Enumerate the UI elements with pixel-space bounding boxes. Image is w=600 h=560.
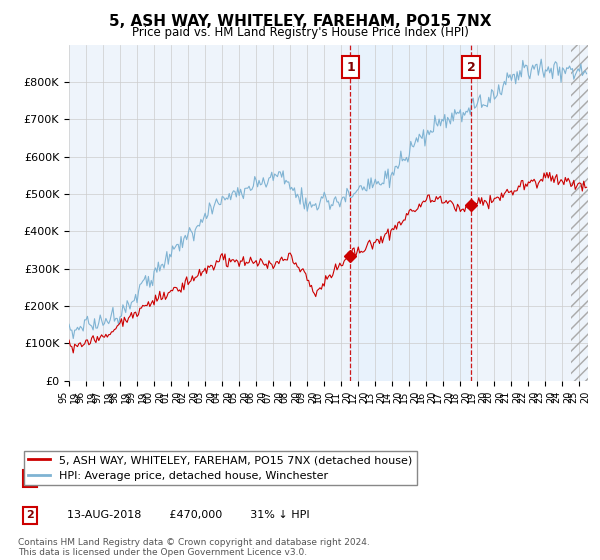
Text: 13-AUG-2018        £470,000        31% ↓ HPI: 13-AUG-2018 £470,000 31% ↓ HPI — [60, 510, 310, 520]
Text: 2: 2 — [467, 60, 475, 74]
Text: Contains HM Land Registry data © Crown copyright and database right 2024.
This d: Contains HM Land Registry data © Crown c… — [18, 538, 370, 557]
Text: 5, ASH WAY, WHITELEY, FAREHAM, PO15 7NX: 5, ASH WAY, WHITELEY, FAREHAM, PO15 7NX — [109, 14, 491, 29]
Text: 1: 1 — [26, 474, 34, 484]
Legend: 5, ASH WAY, WHITELEY, FAREHAM, PO15 7NX (detached house), HPI: Average price, de: 5, ASH WAY, WHITELEY, FAREHAM, PO15 7NX … — [23, 451, 417, 485]
Text: 1: 1 — [346, 60, 355, 74]
Bar — [571, 45, 588, 381]
Text: 2: 2 — [26, 510, 34, 520]
Bar — [350, 45, 471, 381]
Text: Price paid vs. HM Land Registry's House Price Index (HPI): Price paid vs. HM Land Registry's House … — [131, 26, 469, 39]
Bar — [571, 45, 588, 381]
Text: 14-JUL-2011        £334,950        29% ↓ HPI: 14-JUL-2011 £334,950 29% ↓ HPI — [60, 474, 304, 484]
